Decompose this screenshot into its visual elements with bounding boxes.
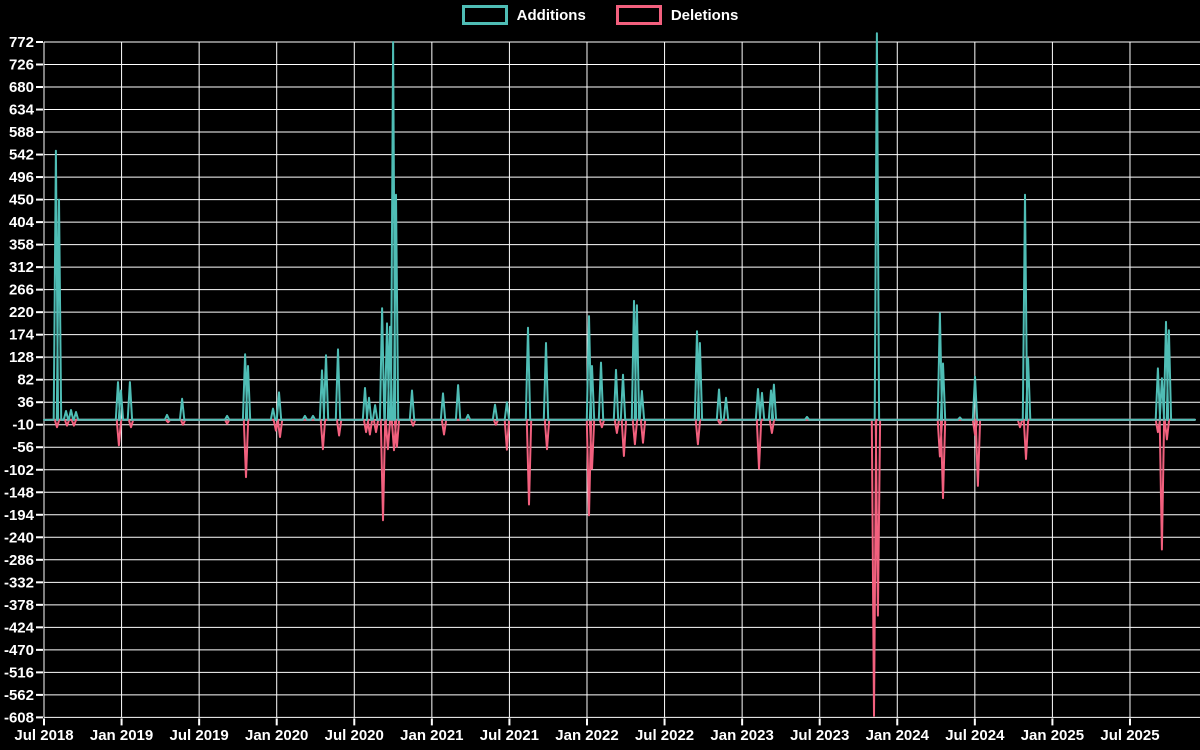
y-tick-label: -10 <box>12 417 34 434</box>
additions-line <box>43 32 1196 421</box>
y-tick-label: -102 <box>4 462 34 479</box>
additions-swatch-icon <box>461 5 508 25</box>
additions-legend-label: Additions <box>516 6 586 24</box>
y-tick-label: -56 <box>12 439 34 456</box>
y-tick-label: 404 <box>9 214 35 231</box>
x-tick-label: Jul 2024 <box>945 727 1005 744</box>
x-tick-label: Jan 2024 <box>866 727 930 744</box>
y-tick-label: -608 <box>4 709 34 726</box>
x-tick-label: Jan 2025 <box>1021 727 1084 744</box>
x-tick-labels: Jul 2018 Jan 2019 Jul 2019 Jan 2020 Jul 2020… <box>14 727 1159 744</box>
y-tick-label: 634 <box>9 102 35 119</box>
legend-item-additions[interactable]: Additions <box>461 5 586 25</box>
y-tick-label: 312 <box>9 259 34 276</box>
x-tick-label: Jul 2021 <box>480 727 539 744</box>
x-tick-label: Jul 2018 <box>14 727 73 744</box>
x-tick-label: Jan 2023 <box>710 727 773 744</box>
y-tick-label: -424 <box>4 619 35 636</box>
y-tick-labels: 772 726 680 634 588 542 496 450 404 358 312 266 220 1… <box>4 34 35 726</box>
y-tick-label: -470 <box>4 642 34 659</box>
y-tick-label: -332 <box>4 574 34 591</box>
y-tick-label: 680 <box>9 79 34 96</box>
y-tick-label: 542 <box>9 147 34 164</box>
y-tick-label: 36 <box>17 394 34 411</box>
y-tick-label: 266 <box>9 282 34 299</box>
chart-legend: Additions Deletions <box>0 5 1200 25</box>
y-tick-label: 450 <box>9 192 34 209</box>
grid-lines <box>43 41 1200 718</box>
legend-item-deletions[interactable]: Deletions <box>615 5 739 25</box>
y-tick-label: -148 <box>4 484 34 501</box>
deletions-swatch-icon <box>615 5 662 25</box>
y-tick-label: 772 <box>9 34 34 51</box>
x-tick-label: Jan 2020 <box>245 727 308 744</box>
tick-marks <box>36 41 1131 726</box>
y-tick-label: 82 <box>17 372 34 389</box>
y-tick-label: -562 <box>4 687 34 704</box>
x-tick-label: Jul 2022 <box>635 727 694 744</box>
y-tick-label: -516 <box>4 664 34 681</box>
x-tick-label: Jul 2023 <box>790 727 849 744</box>
y-tick-label: 726 <box>9 57 34 74</box>
y-tick-label: -286 <box>4 552 34 569</box>
x-tick-label: Jul 2019 <box>170 727 229 744</box>
y-tick-label: 358 <box>9 237 34 254</box>
y-tick-label: 220 <box>9 304 34 321</box>
y-tick-label: -194 <box>4 507 35 524</box>
y-tick-label: -378 <box>4 597 34 614</box>
x-tick-label: Jan 2019 <box>90 727 153 744</box>
x-tick-label: Jul 2025 <box>1100 727 1159 744</box>
x-tick-label: Jul 2020 <box>325 727 384 744</box>
x-tick-label: Jan 2021 <box>400 727 463 744</box>
y-tick-label: 174 <box>9 327 35 344</box>
y-tick-label: 588 <box>9 124 34 141</box>
deletions-legend-label: Deletions <box>670 6 739 24</box>
y-tick-label: -240 <box>4 529 34 546</box>
y-tick-label: 496 <box>9 169 34 186</box>
x-tick-label: Jan 2022 <box>555 727 618 744</box>
deletions-line <box>43 418 1196 717</box>
y-tick-label: 128 <box>9 349 34 366</box>
